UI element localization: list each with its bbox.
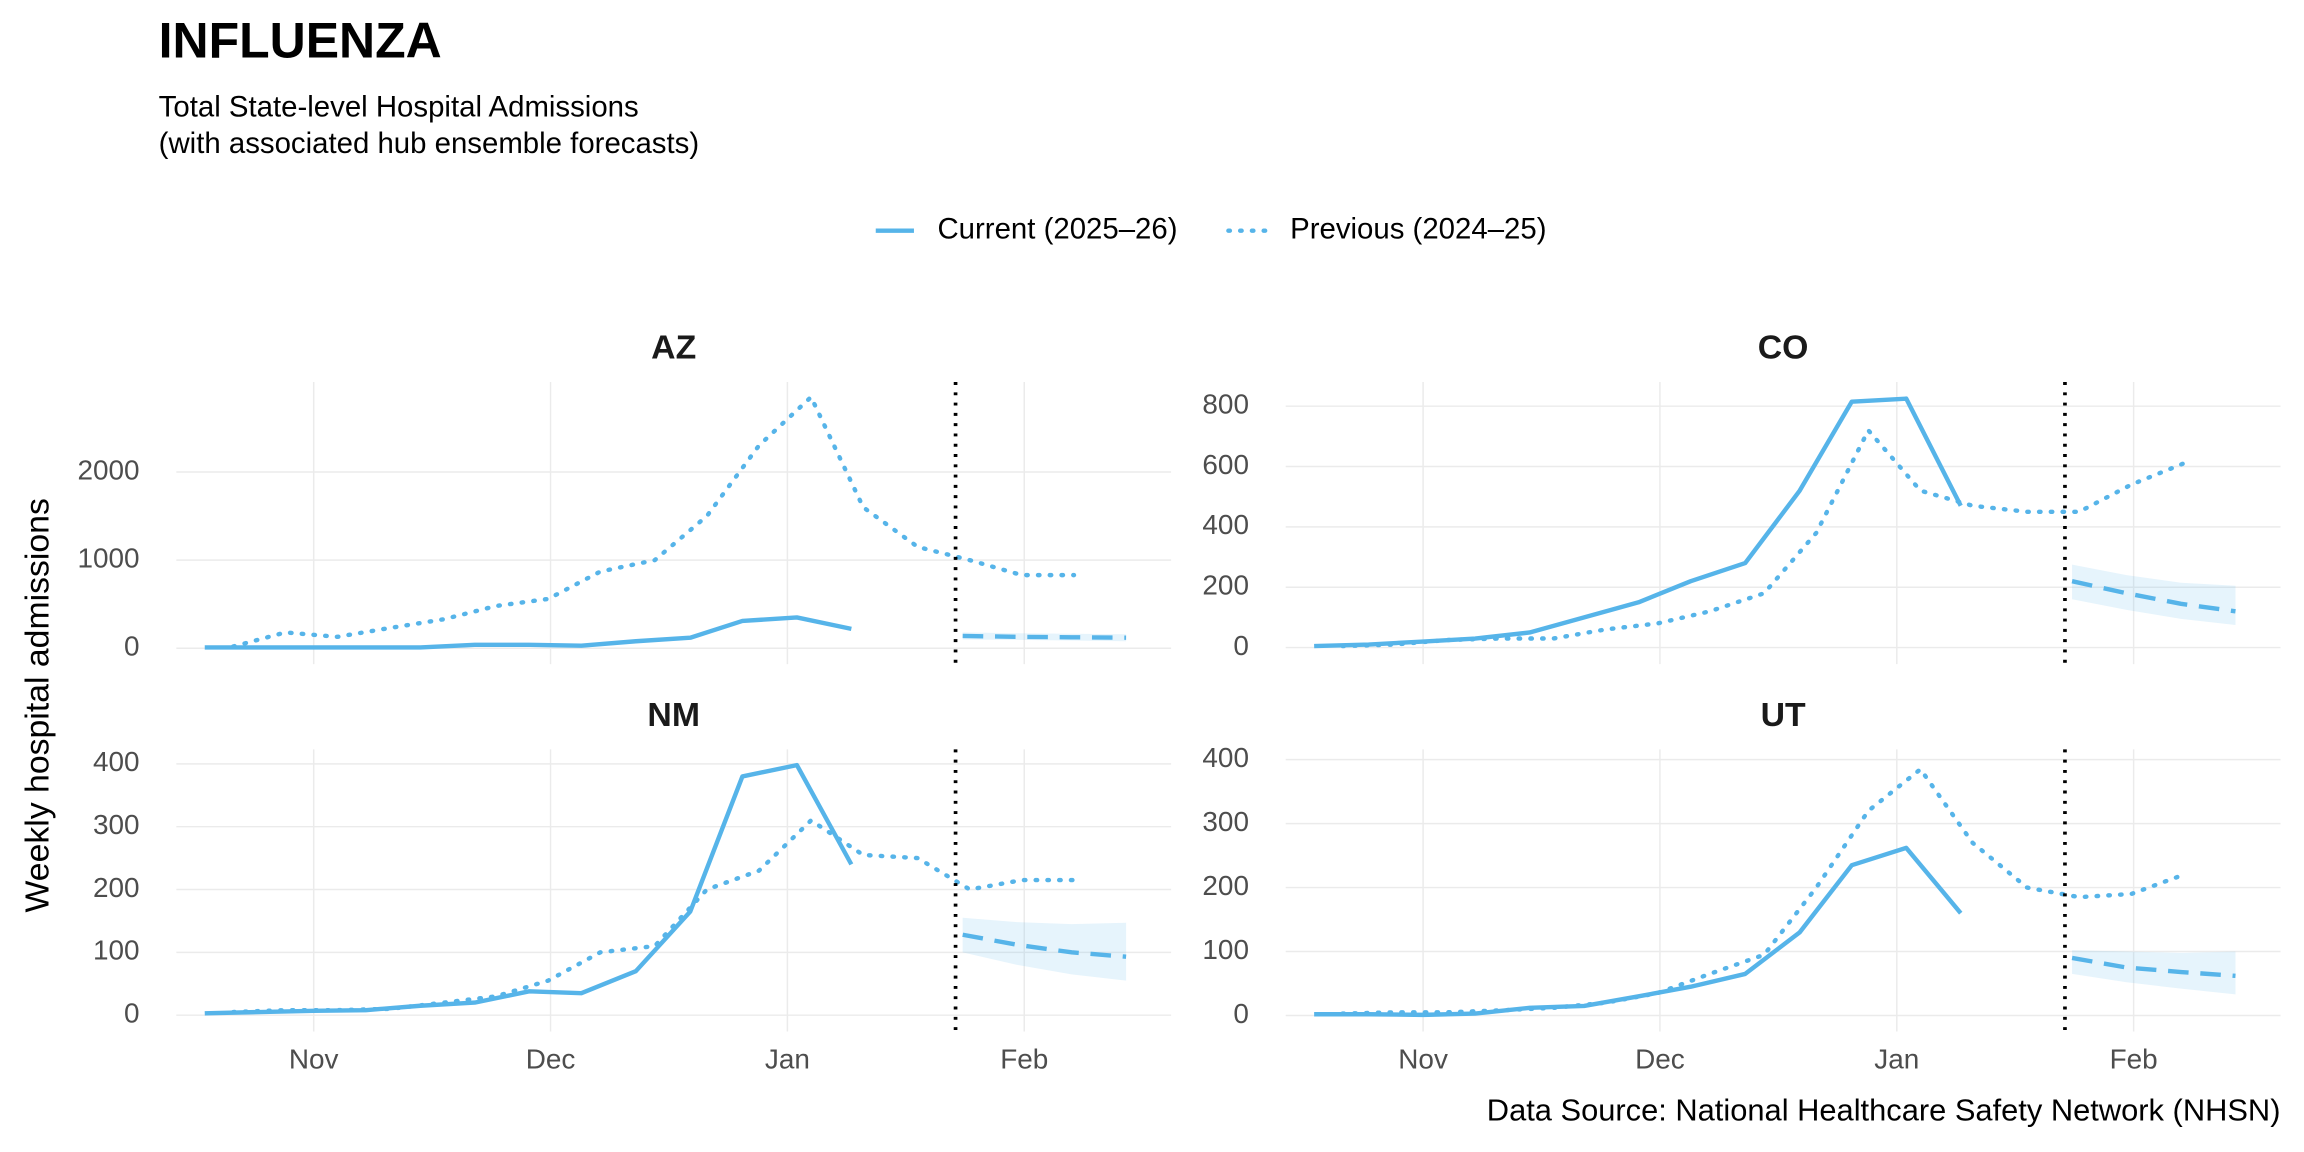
y-tick-label: 300 [93, 809, 140, 840]
y-tick-label: 2000 [77, 454, 139, 485]
panel-title: NM [647, 696, 700, 734]
series-line [204, 615, 852, 650]
legend-label: Previous (2024–25) [1290, 212, 1546, 245]
forecast-line [2071, 579, 2236, 614]
y-axis-label: Weekly hospital admissions [19, 498, 57, 912]
legend-label: Current (2025–26) [937, 212, 1177, 245]
y-tick-label: 600 [1202, 449, 1249, 480]
forecast-line [962, 633, 1127, 640]
series-line [1314, 845, 1963, 1018]
y-tick-label: 0 [124, 998, 140, 1029]
x-tick-label: Nov [1398, 1043, 1448, 1074]
y-tick-label: 200 [93, 872, 140, 903]
x-tick-label: Nov [289, 1043, 339, 1074]
forecast-line [962, 932, 1127, 959]
x-tick-label: Dec [1635, 1043, 1685, 1074]
panel-title: UT [1761, 696, 1806, 734]
forecast-line [2071, 955, 2236, 979]
y-tick-label: 0 [124, 631, 140, 662]
y-tick-label: 400 [93, 746, 140, 777]
x-tick-label: Dec [526, 1043, 576, 1074]
caption: Data Source: National Healthcare Safety … [1487, 1092, 2281, 1127]
y-tick-label: 0 [1233, 998, 1249, 1029]
chart-title: INFLUENZA [159, 12, 442, 68]
forecast-band [2072, 950, 2236, 995]
panel-title: AZ [651, 329, 696, 367]
y-tick-label: 100 [1202, 934, 1249, 965]
panel-title: CO [1758, 329, 1809, 367]
y-tick-label: 400 [1202, 742, 1249, 773]
y-tick-label: 400 [1202, 509, 1249, 540]
y-tick-label: 300 [1202, 806, 1249, 837]
series-line [1340, 428, 2186, 649]
subtitle: Total State-level Hospital Admissions [159, 91, 639, 124]
y-tick-label: 0 [1233, 630, 1249, 661]
x-tick-label: Jan [1874, 1043, 1919, 1074]
y-tick-label: 1000 [77, 543, 139, 574]
x-tick-label: Feb [1000, 1043, 1048, 1074]
y-tick-label: 200 [1202, 870, 1249, 901]
forecast-band [2072, 564, 2236, 625]
series-line [1340, 767, 2186, 1016]
subtitle: (with associated hub ensemble forecasts) [159, 127, 699, 160]
x-tick-label: Feb [2110, 1043, 2158, 1074]
y-tick-label: 100 [93, 935, 140, 966]
series-line [230, 818, 1077, 1015]
series-line [1314, 396, 1963, 649]
x-tick-label: Jan [765, 1043, 810, 1074]
y-tick-label: 200 [1202, 570, 1249, 601]
series-line [230, 394, 1077, 649]
y-tick-label: 800 [1202, 389, 1249, 420]
